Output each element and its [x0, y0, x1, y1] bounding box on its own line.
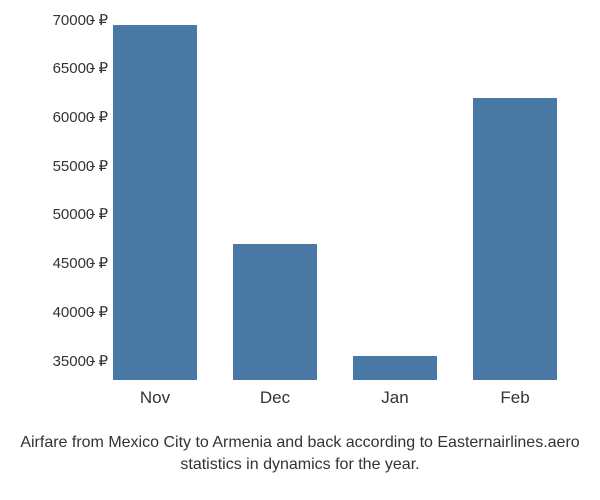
x-tick-label: Jan [381, 388, 408, 408]
x-tick-label: Feb [500, 388, 529, 408]
bar [113, 25, 197, 380]
bars-group [95, 10, 575, 380]
bar [353, 356, 437, 380]
chart-caption: Airfare from Mexico City to Armenia and … [0, 432, 600, 475]
airfare-bar-chart: 35000 ₽40000 ₽45000 ₽50000 ₽55000 ₽60000… [0, 0, 600, 500]
x-tick-label: Dec [260, 388, 290, 408]
bar [473, 98, 557, 380]
x-tick-label: Nov [140, 388, 170, 408]
plot-area [95, 10, 575, 380]
bar [233, 244, 317, 380]
